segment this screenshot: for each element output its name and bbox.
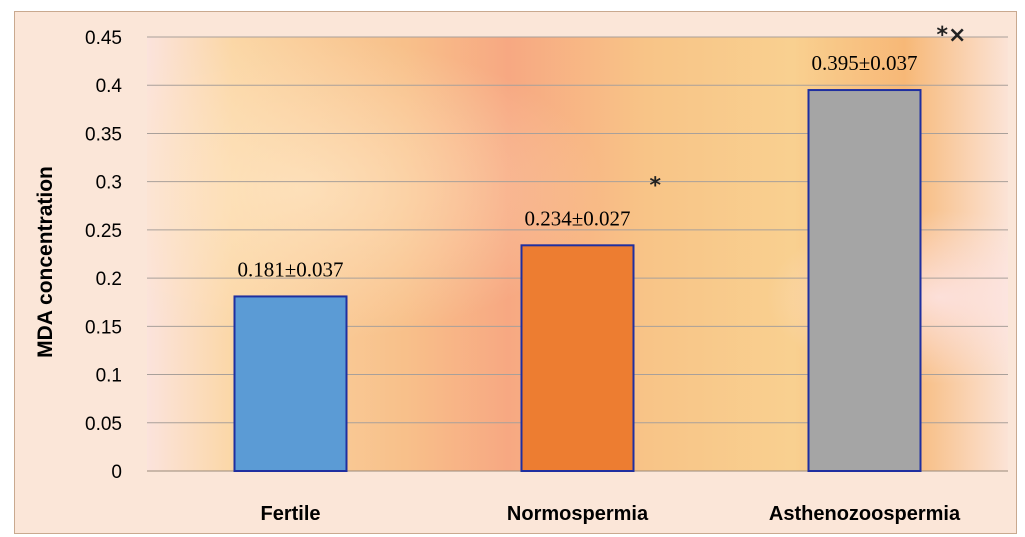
y-tick-label: 0.2	[96, 269, 122, 290]
data-label: 0.181±0.037	[237, 257, 343, 281]
bar-normospermia	[520, 244, 635, 472]
x-tick-label: Normospermia	[507, 503, 649, 525]
y-tick-label: 0.45	[85, 28, 122, 49]
significance-mark: *×	[937, 23, 967, 48]
bars	[233, 89, 922, 473]
x-tick-label: Fertile	[260, 503, 320, 525]
y-tick-label: 0.25	[85, 221, 122, 242]
bar-fertile	[233, 295, 348, 472]
data-labels: 0.181±0.037 0.234±0.027 0.395±0.037	[237, 51, 917, 281]
data-label: 0.234±0.027	[524, 206, 630, 230]
bar-asthenozoospermia	[807, 89, 922, 473]
data-label: 0.395±0.037	[811, 51, 917, 75]
y-tick-label: 0.35	[85, 124, 122, 145]
y-tick-label: 0.05	[85, 414, 122, 435]
significance-marks: * *×	[650, 23, 967, 198]
y-tick-labels: 0 0.05 0.1 0.15 0.2 0.25 0.3 0.35 0.4 0.45	[85, 28, 122, 483]
y-tick-label: 0.4	[96, 76, 123, 97]
significance-mark: *	[650, 173, 662, 198]
y-tick-label: 0	[111, 462, 122, 483]
y-axis-title: MDA concentration	[34, 166, 57, 358]
y-tick-label: 0.1	[96, 366, 122, 387]
x-tick-labels: Fertile Normospermia Asthenozoospermia	[260, 503, 960, 525]
y-tick-label: 0.15	[85, 317, 122, 338]
x-tick-label: Asthenozoospermia	[769, 503, 961, 525]
y-tick-label: 0.3	[96, 173, 122, 194]
